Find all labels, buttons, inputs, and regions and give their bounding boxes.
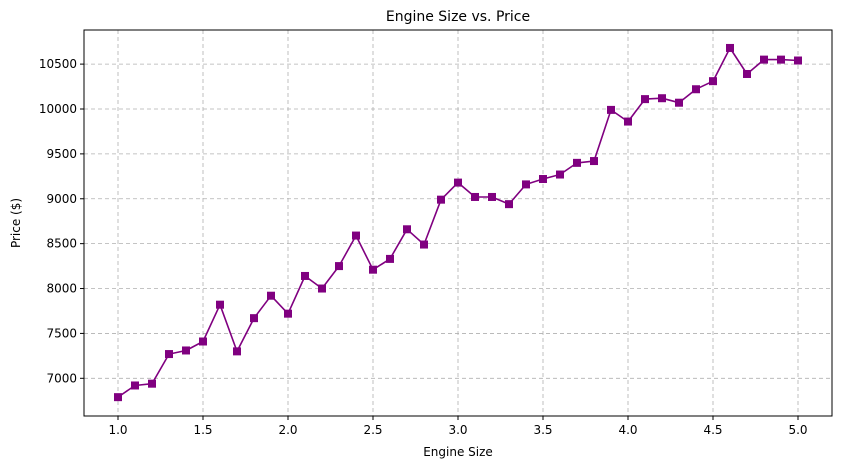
data-point-marker (284, 309, 292, 318)
data-point-marker (386, 254, 394, 263)
x-axis-label: Engine Size (423, 445, 493, 459)
data-point-marker (267, 291, 275, 300)
data-markers (114, 43, 802, 402)
data-point-marker (692, 85, 700, 94)
x-tick-label: 4.5 (703, 423, 722, 437)
data-point-marker (301, 271, 309, 280)
data-point-marker (233, 347, 241, 356)
data-point-marker (794, 56, 802, 65)
x-tick-label: 3.0 (448, 423, 467, 437)
data-point-marker (641, 95, 649, 104)
data-point-marker (437, 195, 445, 204)
data-point-marker (454, 178, 462, 187)
x-tick-label: 4.0 (618, 423, 637, 437)
x-tick-label: 3.5 (533, 423, 552, 437)
data-point-marker (369, 265, 377, 274)
data-point-marker (216, 300, 224, 309)
data-point-marker (114, 393, 122, 402)
y-tick-label: 8000 (46, 282, 77, 296)
y-tick-label: 10500 (39, 57, 77, 71)
data-point-marker (777, 55, 785, 64)
data-point-marker (148, 379, 156, 388)
x-tick-label: 2.0 (278, 423, 297, 437)
y-tick-label: 9000 (46, 192, 77, 206)
data-point-marker (675, 98, 683, 107)
data-point-marker (471, 192, 479, 201)
x-tick-label: 2.5 (363, 423, 382, 437)
x-tick-label: 5.0 (788, 423, 807, 437)
data-point-marker (726, 43, 734, 52)
data-point-marker (709, 77, 717, 86)
y-axis-label: Price ($) (9, 198, 23, 248)
y-tick-label: 7500 (46, 326, 77, 340)
data-point-marker (573, 158, 581, 167)
data-point-marker (743, 69, 751, 78)
data-point-marker (403, 225, 411, 234)
data-point-marker (760, 55, 768, 64)
x-axis-ticks: 1.0 1.5 2.0 2.5 3.0 3.5 4.0 4.5 5.0 (108, 416, 808, 437)
data-point-marker (607, 105, 615, 114)
data-point-marker (335, 262, 343, 271)
data-point-marker (488, 192, 496, 201)
data-point-marker (539, 175, 547, 184)
grid-lines (84, 30, 832, 416)
y-tick-label: 10000 (39, 102, 77, 116)
data-point-marker (250, 314, 258, 323)
data-point-marker (182, 346, 190, 355)
data-point-marker (505, 200, 513, 209)
y-tick-label: 8500 (46, 237, 77, 251)
data-point-marker (420, 240, 428, 249)
data-point-marker (658, 94, 666, 103)
data-point-marker (199, 337, 207, 346)
data-point-marker (522, 180, 530, 189)
data-point-marker (165, 350, 173, 359)
data-point-marker (131, 381, 139, 390)
y-tick-label: 9500 (46, 147, 77, 161)
data-point-marker (352, 231, 360, 240)
y-axis-ticks: 7000 7500 8000 8500 9000 9500 10000 10500 (39, 57, 84, 385)
data-point-marker (556, 170, 564, 179)
data-point-marker (318, 284, 326, 293)
data-point-marker (624, 117, 632, 126)
data-point-marker (590, 157, 598, 166)
x-tick-label: 1.5 (193, 423, 212, 437)
chart-title: Engine Size vs. Price (386, 9, 530, 25)
y-tick-label: 7000 (46, 371, 77, 385)
x-tick-label: 1.0 (108, 423, 127, 437)
